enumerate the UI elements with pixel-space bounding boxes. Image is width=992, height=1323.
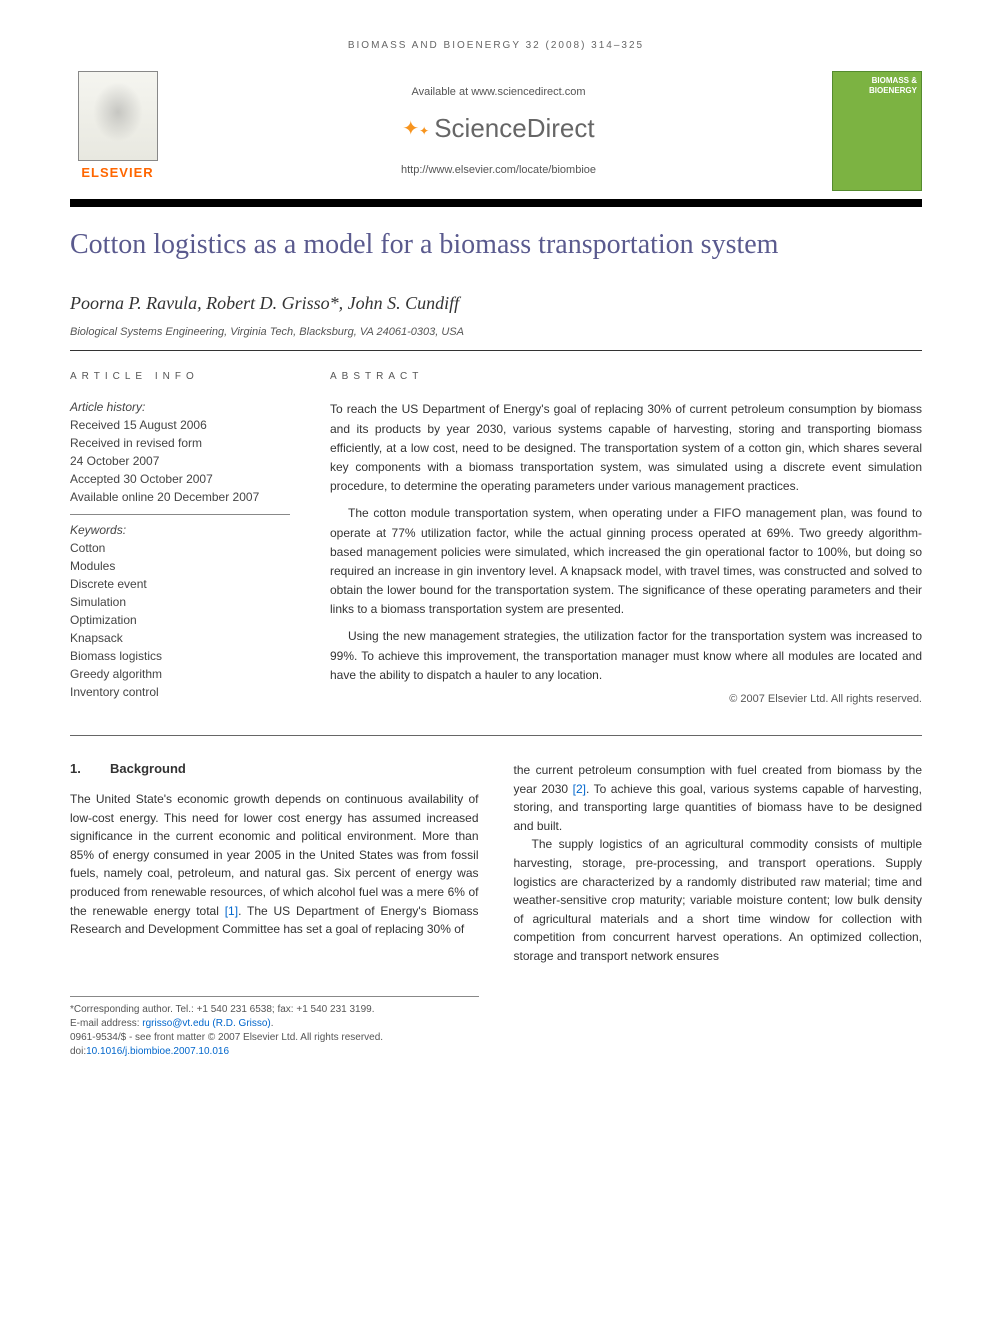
article-info-label: ARTICLE INFO [70,371,290,382]
affiliation: Biological Systems Engineering, Virginia… [70,326,922,338]
front-matter-note: 0961-9534/$ - see front matter © 2007 El… [70,1031,479,1045]
ref-link-1[interactable]: [1] [225,904,238,918]
header-center: Available at www.sciencedirect.com ✦✦ Sc… [165,86,832,176]
keyword: Modules [70,557,290,575]
history-item: 24 October 2007 [70,452,290,470]
keyword: Discrete event [70,575,290,593]
section-heading-background: 1.Background [70,761,479,776]
body-paragraph: the current petroleum consumption with f… [514,761,923,835]
sciencedirect-logo: ✦✦ ScienceDirect [402,113,594,144]
history-item: Available online 20 December 2007 [70,488,290,506]
history-label: Article history: [70,400,290,414]
elsevier-label: ELSEVIER [81,165,153,180]
body-paragraph: The United State's economic growth depen… [70,790,479,939]
abstract-label: ABSTRACT [330,371,922,382]
email-link[interactable]: rgrisso@vt.edu (R.D. Grisso) [142,1018,271,1029]
abstract-p2: The cotton module transportation system,… [330,504,922,619]
keyword: Optimization [70,611,290,629]
article-info-column: ARTICLE INFO Article history: Received 1… [70,371,290,705]
keyword: Greedy algorithm [70,665,290,683]
corresponding-author-note: *Corresponding author. Tel.: +1 540 231 … [70,1003,479,1017]
keyword: Biomass logistics [70,647,290,665]
doi-link[interactable]: 10.1016/j.biombioe.2007.10.016 [86,1046,229,1057]
sciencedirect-star-icon: ✦✦ [402,116,429,141]
keyword: Simulation [70,593,290,611]
keyword: Inventory control [70,683,290,701]
body-paragraph: The supply logistics of an agricultural … [514,835,923,965]
section-num: 1. [70,761,110,776]
section-title: Background [110,761,186,776]
abstract-text: To reach the US Department of Energy's g… [330,400,922,685]
black-divider-bar [70,199,922,207]
elsevier-tree-icon [78,71,158,161]
header-row: ELSEVIER Available at www.sciencedirect.… [70,71,922,191]
footnotes: *Corresponding author. Tel.: +1 540 231 … [70,996,479,1059]
article-title: Cotton logistics as a model for a biomas… [70,227,922,263]
keyword: Knapsack [70,629,290,647]
info-abstract-row: ARTICLE INFO Article history: Received 1… [70,371,922,705]
journal-header-bar: BIOMASS AND BIOENERGY 32 (2008) 314–325 [70,40,922,51]
thumb-title-line1: BIOMASS & [837,76,917,86]
journal-url: http://www.elsevier.com/locate/biombioe [165,164,832,176]
history-item: Received 15 August 2006 [70,416,290,434]
thumb-title-line2: BIOENERGY [837,86,917,96]
keyword: Cotton [70,539,290,557]
history-item: Accepted 30 October 2007 [70,470,290,488]
abstract-p3: Using the new management strategies, the… [330,627,922,685]
authors: Poorna P. Ravula, Robert D. Grisso*, Joh… [70,293,922,314]
elsevier-logo: ELSEVIER [70,71,165,191]
body-divider [70,735,922,736]
body-columns: 1.Background The United State's economic… [70,761,922,966]
body-col-right: the current petroleum consumption with f… [514,761,923,966]
copyright: © 2007 Elsevier Ltd. All rights reserved… [330,693,922,705]
email-note: E-mail address: rgrisso@vt.edu (R.D. Gri… [70,1017,479,1031]
divider [70,350,922,351]
sciencedirect-text: ScienceDirect [434,113,594,144]
history-item: Received in revised form [70,434,290,452]
body-col-left: 1.Background The United State's economic… [70,761,479,966]
journal-cover-thumbnail: BIOMASS & BIOENERGY [832,71,922,191]
ref-link-2[interactable]: [2] [573,782,586,796]
doi-note: doi:10.1016/j.biombioe.2007.10.016 [70,1045,479,1059]
info-divider [70,514,290,515]
keywords-label: Keywords: [70,523,290,537]
abstract-column: ABSTRACT To reach the US Department of E… [330,371,922,705]
abstract-p1: To reach the US Department of Energy's g… [330,400,922,496]
available-at-text: Available at www.sciencedirect.com [165,86,832,98]
